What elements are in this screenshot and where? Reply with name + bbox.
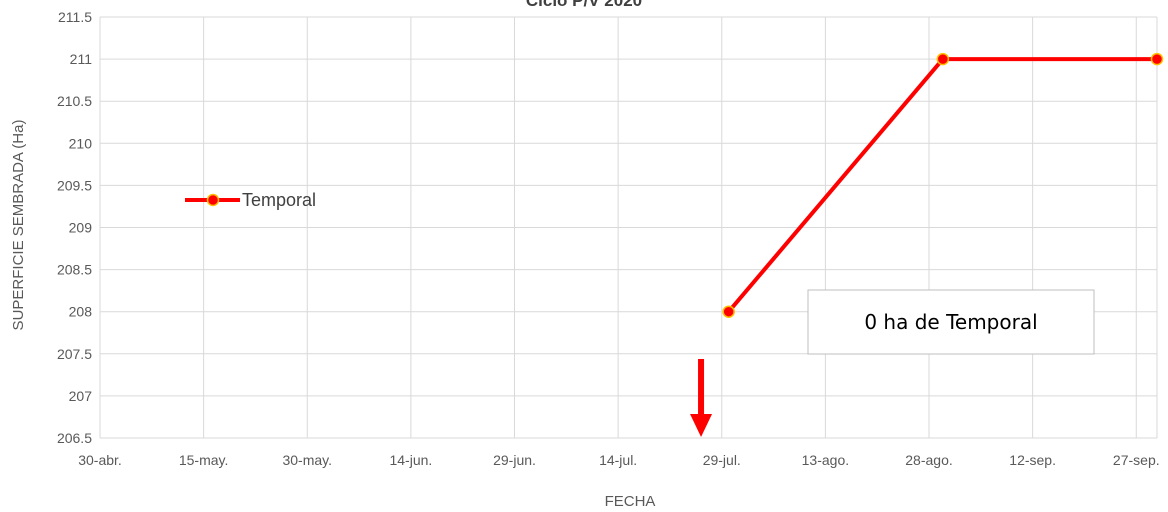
y-tick-label: 208 [69, 304, 93, 320]
y-tick-label: 206.5 [57, 430, 92, 446]
y-tick-label: 207.5 [57, 346, 92, 362]
legend: Temporal [185, 190, 316, 210]
chart-title: Ciclo P/V 2020 [526, 0, 642, 10]
series-layer [722, 52, 1164, 318]
x-tick-label: 29-jun. [493, 452, 536, 468]
legend-marker [206, 193, 220, 207]
x-tick-label: 29-jul. [703, 452, 741, 468]
x-axis-ticks: 30-abr. 15-may. 30-may. 14-jun. 29-jun. 14-ju… [78, 452, 1159, 468]
data-point [722, 305, 735, 318]
y-tick-label: 211.5 [58, 9, 92, 25]
x-tick-label: 12-sep. [1009, 452, 1056, 468]
x-tick-label: 15-may. [179, 452, 229, 468]
x-tick-label: 30-may. [282, 452, 332, 468]
arrow-head [690, 414, 713, 437]
y-axis-ticks: 206.5 207 207.5 208 208.5 209 209.5 210 210.5 211… [57, 9, 92, 446]
x-tick-label: 14-jul. [599, 452, 637, 468]
annotation-box: 0 ha de Temporal [807, 289, 1095, 355]
x-tick-label: 28-ago. [905, 452, 952, 468]
y-tick-label: 210 [69, 135, 93, 151]
y-tick-label: 209.5 [57, 177, 92, 193]
y-tick-label: 210.5 [57, 93, 92, 109]
y-tick-label: 207 [69, 388, 93, 404]
grid [99, 16, 1158, 439]
annotation-box-frame [807, 289, 1095, 355]
x-axis-title: FECHA [605, 493, 656, 510]
annotation-text: 0 ha de Temporal [864, 310, 1037, 334]
arrow-annotation [690, 359, 713, 437]
legend-label-temporal: Temporal [242, 190, 316, 210]
x-tick-label: 13-ago. [802, 452, 849, 468]
data-point [1150, 52, 1164, 66]
x-tick-label: 14-jun. [389, 452, 432, 468]
y-tick-label: 209 [69, 220, 93, 236]
data-point [936, 52, 950, 66]
x-tick-label: 27-sep. [1113, 452, 1160, 468]
x-tick-label: 30-abr. [78, 452, 122, 468]
y-tick-label: 208.5 [57, 262, 92, 278]
y-tick-label: 211 [70, 51, 93, 67]
y-axis-title: SUPERFICIE SEMBRADA (Ha) [10, 120, 27, 331]
